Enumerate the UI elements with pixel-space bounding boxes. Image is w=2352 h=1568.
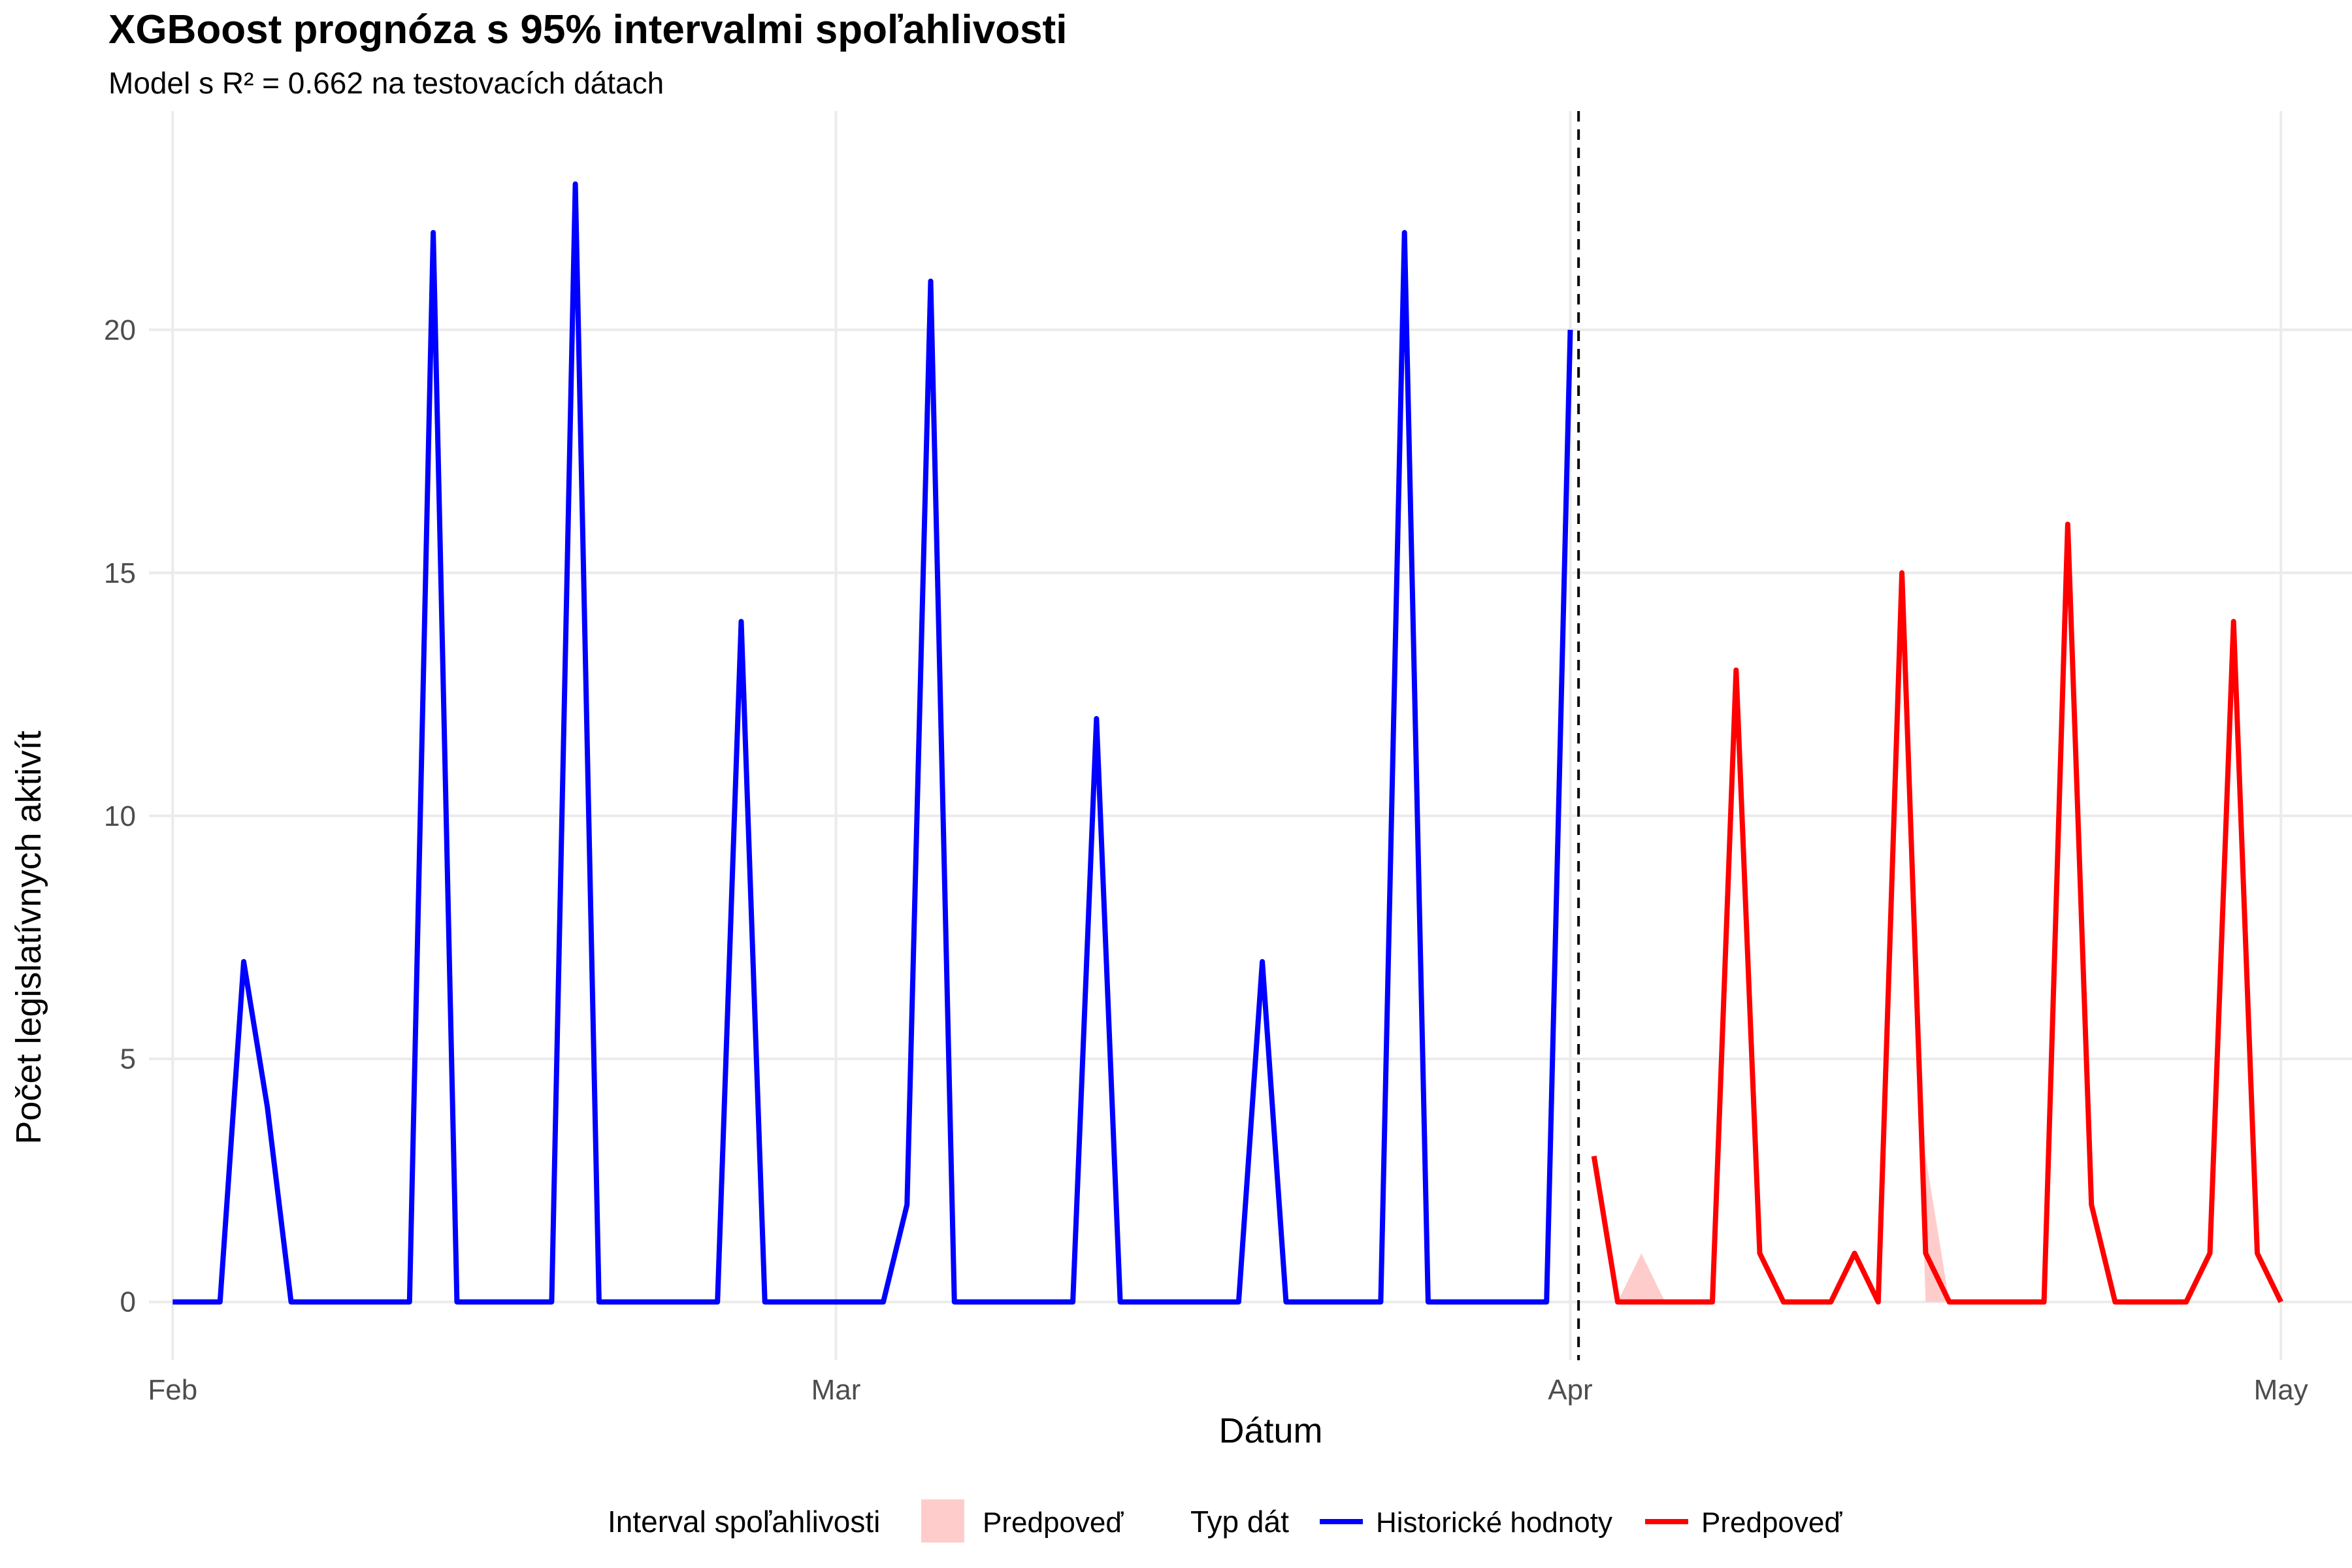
x-tick-label: Apr — [1548, 1374, 1592, 1406]
legend-historical-label: Historické hodnoty — [1376, 1507, 1612, 1539]
confidence-band-area — [1618, 572, 1950, 1302]
legend-fill-label: Predpoveď — [983, 1507, 1124, 1539]
x-tick-label: Feb — [148, 1374, 197, 1406]
legend-forecast-label: Predpoveď — [1701, 1507, 1842, 1539]
forecast-series-line — [1591, 521, 2283, 1305]
confidence-band — [1618, 572, 1950, 1302]
series-lines — [172, 181, 2283, 1305]
legend-line-title: Typ dát — [1190, 1505, 1289, 1539]
x-axis-label: Dátum — [1218, 1411, 1322, 1450]
y-tick-label: 10 — [104, 800, 136, 832]
y-tick-label: 5 — [120, 1043, 136, 1075]
gridlines — [149, 111, 2352, 1360]
legend: Interval spoľahlivosti Predpoveď Typ dát… — [608, 1499, 1842, 1543]
legend-fill-swatch — [921, 1499, 964, 1543]
chart-title: XGBoost prognóza s 95% intervalmi spoľah… — [108, 7, 1067, 52]
y-axis-label: Počet legislatívnych aktivít — [9, 730, 48, 1144]
historical-series-line — [172, 181, 1573, 1305]
x-tick-label: May — [2254, 1374, 2308, 1406]
legend-fill-title: Interval spoľahlivosti — [608, 1505, 880, 1539]
x-tick-label: Mar — [811, 1374, 861, 1406]
y-tick-label: 20 — [104, 314, 136, 346]
chart-subtitle: Model s R² = 0.662 na testovacích dátach — [108, 66, 664, 100]
y-tick-label: 0 — [120, 1286, 136, 1318]
x-axis-ticks: Feb Mar Apr May — [148, 1374, 2308, 1406]
y-tick-label: 15 — [104, 557, 136, 589]
y-axis-ticks: 0 5 10 15 20 — [104, 314, 136, 1318]
